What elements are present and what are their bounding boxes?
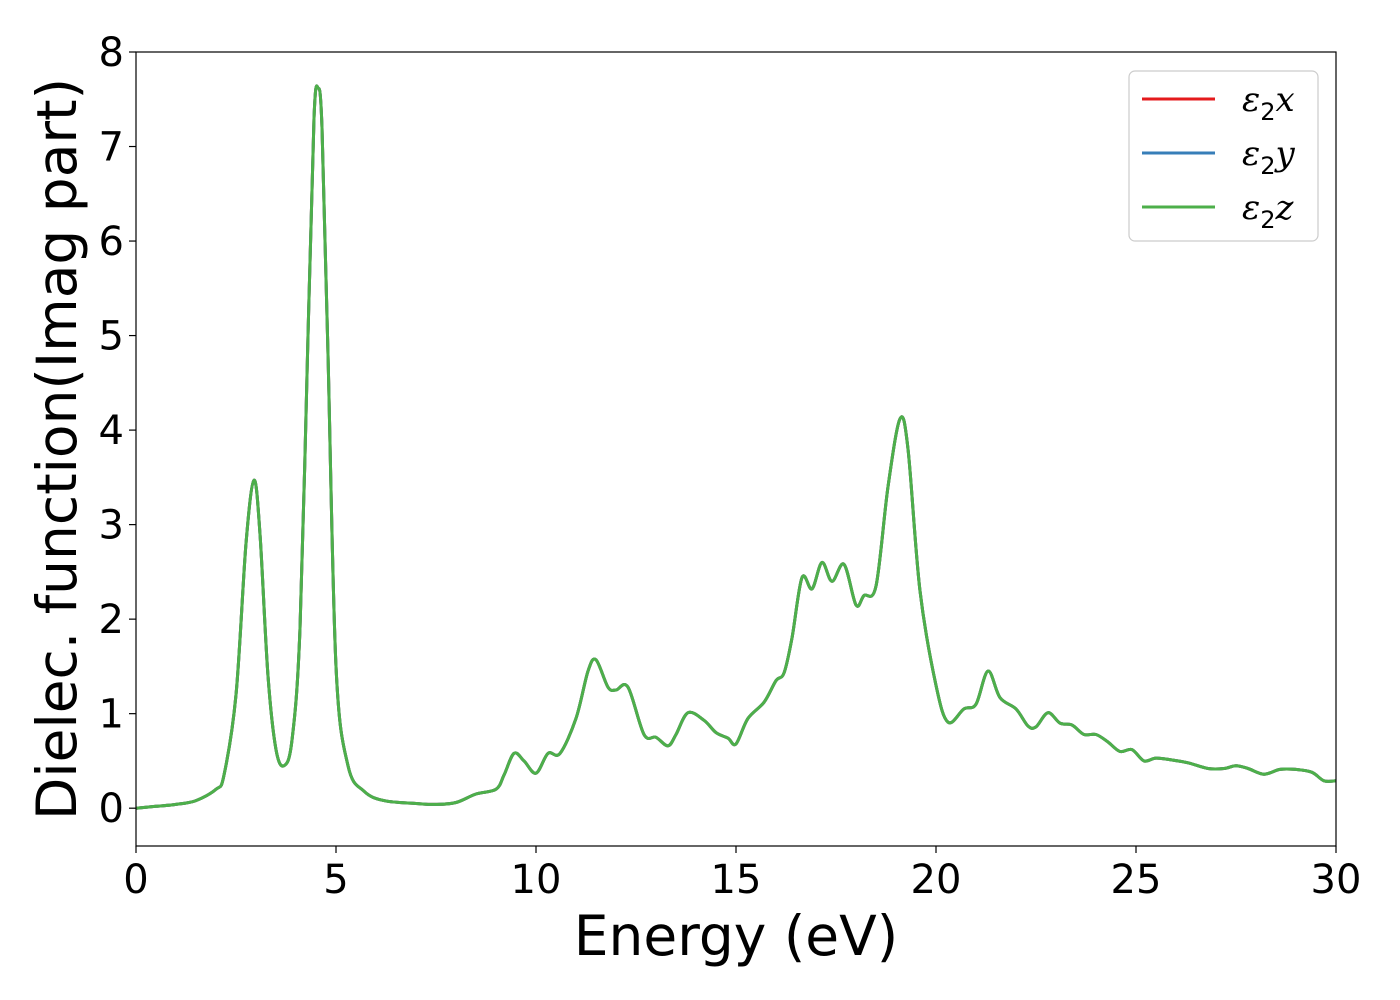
y-tick-label: 1 — [99, 692, 124, 738]
x-tick-label: 30 — [1311, 857, 1362, 903]
series-lines — [135, 84, 1337, 810]
legend-box — [1128, 70, 1319, 242]
x-tick-label: 0 — [123, 857, 148, 903]
y-axis-title: Dielec. function(Imag part) — [25, 78, 89, 820]
y-tick-label: 6 — [99, 219, 124, 265]
y-tick-label: 5 — [99, 314, 124, 360]
y-axis: 0 1 2 3 4 5 6 7 8 — [99, 30, 136, 832]
y-tick-label: 7 — [99, 125, 124, 171]
series-line-2 — [135, 84, 1337, 810]
legend-label: ε2y — [1242, 134, 1296, 180]
y-tick-label: 0 — [99, 786, 124, 832]
x-axis-title: Energy (eV) — [574, 904, 898, 968]
y-tick-label: 8 — [99, 30, 124, 76]
x-tick-label: 15 — [711, 857, 762, 903]
x-tick-label: 20 — [911, 857, 962, 903]
legend-label: ε2z — [1242, 188, 1295, 234]
x-tick-label: 5 — [323, 857, 348, 903]
legend: ε2x ε2y ε2z — [1128, 70, 1319, 242]
x-axis: 0 5 10 15 20 25 30 — [123, 846, 1361, 903]
y-tick-label: 4 — [99, 408, 124, 454]
y-tick-label: 2 — [99, 597, 124, 643]
y-tick-label: 3 — [99, 503, 124, 549]
legend-label: ε2x — [1242, 80, 1295, 126]
x-tick-label: 10 — [511, 857, 562, 903]
x-tick-label: 25 — [1111, 857, 1162, 903]
